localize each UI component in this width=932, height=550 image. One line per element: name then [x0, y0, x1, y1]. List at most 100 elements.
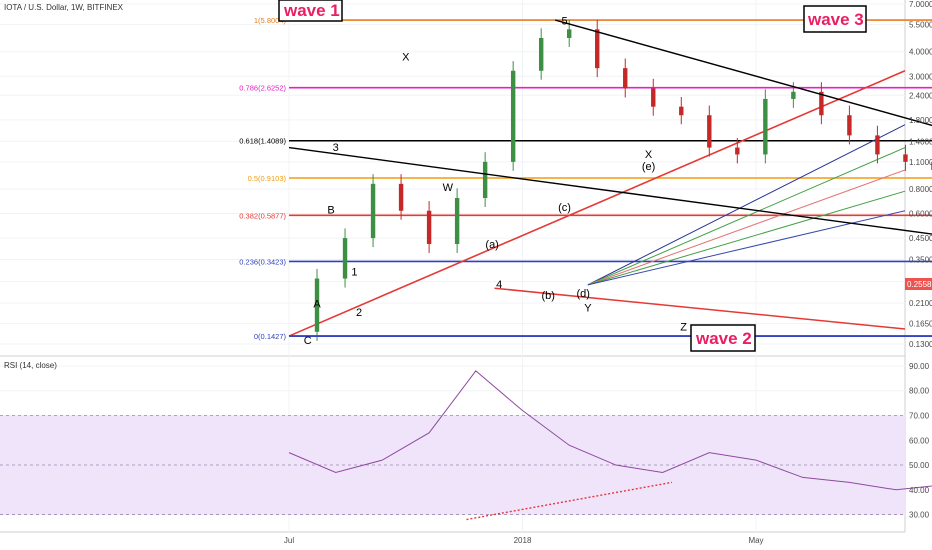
price-tick-label: 2.4000 — [909, 91, 932, 100]
fan-line — [587, 124, 906, 286]
rsi-tick-label: 70.00 — [909, 411, 930, 420]
candle-body — [482, 161, 488, 198]
price-tick-label: 0.2100 — [909, 299, 932, 308]
wave-label: C — [304, 335, 312, 347]
trend-lines — [288, 19, 932, 337]
price-tick-label: 0.6000 — [909, 210, 932, 219]
rsi-line-group — [288, 370, 932, 521]
candle-body — [679, 106, 684, 116]
support-line — [494, 287, 906, 330]
candle-body — [398, 183, 404, 211]
rsi-band-group — [0, 415, 905, 515]
wave3-label: wave 3 — [807, 10, 864, 29]
candle-body — [819, 91, 824, 116]
wave-label: 2 — [356, 307, 362, 319]
price-tick-label: 1.1000 — [909, 158, 932, 167]
wave1-annotation: wave 1 — [278, 0, 343, 22]
wave1-label: wave 1 — [283, 1, 340, 20]
fib-level-label: 0(0.1427) — [254, 332, 287, 341]
wave-label: 3 — [333, 142, 339, 154]
time-tick-label: 2018 — [514, 536, 532, 545]
wave-label: (e) — [642, 161, 655, 173]
candle-body — [567, 29, 572, 38]
candle-body — [538, 37, 544, 71]
candle-body — [651, 88, 656, 107]
rsi-trendline — [466, 481, 673, 521]
wave3-annotation: wave 3 — [803, 5, 867, 33]
rsi-tick-label: 30.00 — [909, 511, 930, 520]
chart-title: IOTA / U.S. Dollar, 1W, BITFINEX — [4, 3, 124, 12]
price-tick-label: 1.8000 — [909, 116, 932, 125]
wave-label: 1 — [351, 267, 357, 279]
price-tick-label: 0.3500 — [909, 256, 932, 265]
fib-level-label: 0.236(0.3423) — [239, 257, 286, 266]
candle-body — [342, 238, 348, 279]
time-tick-label: May — [748, 536, 763, 545]
candle-body — [370, 183, 376, 239]
fib-level-label: 0.618(1.4089) — [239, 137, 286, 146]
wave-label: X — [645, 149, 653, 161]
wave-label: A — [313, 298, 321, 310]
candle-body — [763, 98, 768, 155]
wave-label: X — [402, 52, 410, 64]
wave-label: 4 — [496, 279, 502, 291]
candle-body — [791, 91, 796, 99]
fan-line — [587, 169, 906, 286]
price-tick-label: 0.4500 — [909, 234, 932, 243]
candle-body — [623, 68, 628, 89]
last-price-tag: 0.2558 — [905, 278, 932, 290]
price-tick-label: 0.8000 — [909, 185, 932, 194]
wedge-line — [288, 146, 932, 235]
candle-body — [875, 135, 880, 155]
wave-label: Y — [584, 303, 592, 315]
candle-body — [595, 29, 600, 69]
fib-level-label: 1(5.8004) — [254, 16, 287, 25]
rsi-tick-label: 40.00 — [909, 486, 930, 495]
time-tick-label: Jul — [284, 536, 294, 545]
wave2-annotation: wave 2 — [690, 324, 756, 352]
candle-body — [903, 154, 908, 162]
rsi-line — [288, 370, 932, 491]
candle-body — [847, 115, 852, 136]
fib-level-label: 0.5(0.9103) — [248, 174, 287, 183]
price-tick-label: 7.0000 — [909, 0, 932, 9]
fan-line — [587, 190, 906, 286]
rsi-tick-label: 90.00 — [909, 362, 930, 371]
wave-label: Z — [680, 322, 687, 334]
fib-levels: 1(5.8004) 0.786(2.6252) 0.618(1.4089) 0.5(0… — [239, 16, 932, 341]
price-tick-label: 5.5000 — [909, 21, 932, 30]
rsi-tick-label: 50.00 — [909, 461, 930, 470]
fib-level-label: 0.786(2.6252) — [239, 84, 286, 93]
price-tick-label: 0.1650 — [909, 320, 932, 329]
fib-level-label: 0.382(0.5877) — [239, 211, 286, 220]
wave-label: (c) — [558, 202, 571, 214]
candle-body — [707, 115, 712, 148]
candle-body — [314, 278, 320, 332]
candle-body — [510, 70, 516, 162]
rsi-tick-label: 80.00 — [909, 387, 930, 396]
wave-label: (d) — [576, 288, 589, 300]
axes: 7.0000 5.5000 4.0000 3.0000 2.4000 1.8000 1.40… — [284, 0, 932, 545]
wave-label: W — [443, 182, 454, 194]
price-tick-label: 1.4000 — [909, 137, 932, 146]
rsi-title: RSI (14, close) — [4, 361, 57, 370]
wave2-label: wave 2 — [695, 329, 752, 348]
candles — [314, 19, 932, 341]
wave-label: B — [327, 205, 334, 217]
fan-line — [587, 147, 906, 286]
wave-label: 5 — [561, 16, 567, 28]
downtrend-line — [555, 19, 932, 127]
wave-labels: 5 X 3 W B 1 4 A 2 C (a) (b) (c) (d) (e) Y X Z — [304, 16, 688, 347]
price-tick-label: 0.1300 — [909, 340, 932, 349]
last-price-text: 0.2558 — [907, 280, 932, 289]
candle-body — [426, 210, 432, 244]
wave-label: (a) — [485, 239, 498, 251]
candle-body — [454, 197, 460, 244]
candle-body — [735, 147, 740, 155]
price-tick-label: 3.0000 — [909, 72, 932, 81]
fan-line — [288, 70, 906, 337]
rsi-tick-label: 60.00 — [909, 436, 930, 445]
price-tick-label: 4.0000 — [909, 48, 932, 57]
wave-label: (b) — [541, 290, 554, 302]
